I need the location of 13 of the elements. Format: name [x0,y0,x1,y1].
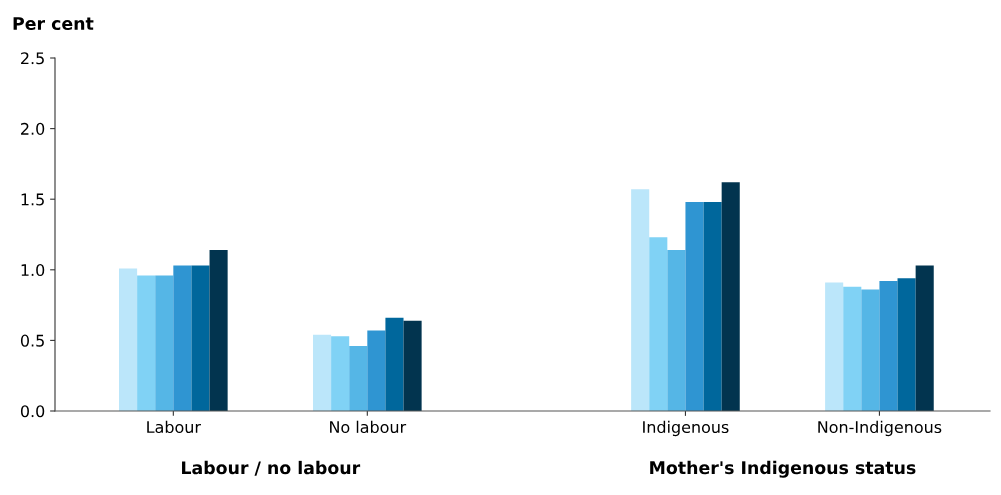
x-tick-label: Indigenous [643,420,729,437]
y-axis-title: Per cent [13,17,94,31]
x-tick-label: No labour [330,420,407,434]
text: Mother's Indigenous status [650,460,916,478]
y-tick-label: 0.5 [20,334,44,347]
y-tick-label: 0.0 [20,405,45,418]
x-tick-label: Labour [147,420,201,434]
y-tick-label: 2.5 [21,52,44,65]
y-tick-label: 2.0 [21,122,45,135]
text: Labour / no labour [182,460,361,476]
y-tick-label: 1.5 [21,193,44,206]
y-tick-label: 1.0 [21,264,45,277]
x-tick-label: Non-Indigenous [818,420,942,437]
